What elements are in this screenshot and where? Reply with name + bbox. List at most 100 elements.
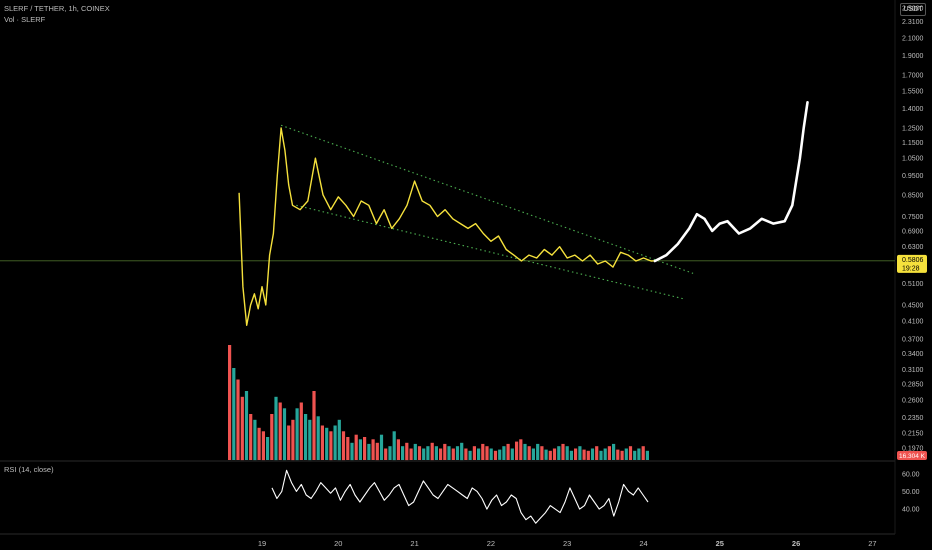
volume-legend[interactable]: Vol · SLERF xyxy=(4,15,46,24)
rsi-legend[interactable]: RSI (14, close) xyxy=(4,465,54,474)
volume-bar xyxy=(299,402,303,460)
price-tick-label: 1.2500 xyxy=(902,126,924,133)
volume-bar xyxy=(346,437,350,460)
volume-bar xyxy=(367,443,371,460)
price-tick-label: 0.9500 xyxy=(902,173,924,180)
volume-bar xyxy=(607,446,611,460)
price-tick-label: 2.1000 xyxy=(902,36,924,43)
volume-bar xyxy=(472,446,476,460)
volume-bar xyxy=(536,443,540,460)
volume-bar xyxy=(612,443,616,460)
volume-value: 16.304 K xyxy=(899,453,926,460)
time-axis-ticks[interactable]: 19 20 21 22 23 24 25 26 27 xyxy=(258,539,877,548)
volume-bar xyxy=(489,448,493,460)
currency-badge[interactable]: USDT xyxy=(900,3,926,16)
volume-bar xyxy=(287,425,291,460)
volume-bar xyxy=(557,446,561,460)
last-price-value: 0.5806 xyxy=(902,257,924,264)
price-tick-label: 1.9000 xyxy=(902,53,924,60)
volume-bar xyxy=(329,431,333,461)
volume-bar xyxy=(624,448,628,460)
volume-bar xyxy=(578,446,582,460)
price-tick-label: 0.4100 xyxy=(902,319,924,326)
volume-bar xyxy=(565,446,569,460)
volume-bar xyxy=(341,431,346,461)
volume-bar xyxy=(228,345,232,460)
time-tick-label: 25 xyxy=(716,539,724,548)
volume-bar xyxy=(645,450,649,460)
time-tick-label: 21 xyxy=(410,539,418,548)
volume-bar xyxy=(506,443,510,460)
volume-bar xyxy=(282,408,287,461)
volume-bar xyxy=(620,450,624,460)
volume-bar xyxy=(337,419,341,461)
time-tick-label: 24 xyxy=(639,539,647,548)
time-tick-label: 19 xyxy=(258,539,266,548)
volume-bar xyxy=(460,442,464,461)
volume-bar xyxy=(510,448,514,460)
volume-bar xyxy=(379,434,384,460)
volume-bar xyxy=(316,416,320,460)
volume-bar xyxy=(232,368,236,460)
time-tick-label: 26 xyxy=(792,539,800,548)
volume-bar xyxy=(308,419,312,461)
price-tick-label: 0.2850 xyxy=(902,382,924,389)
price-axis-ticks[interactable]: 2.5000 2.3100 2.1000 1.9000 1.7000 1.5500 1.40… xyxy=(902,6,924,453)
volume-bar xyxy=(409,448,413,460)
price-tick-label: 2.3100 xyxy=(902,19,924,26)
volume-bar xyxy=(371,439,375,460)
volume-bar xyxy=(447,446,451,460)
volume-bar xyxy=(540,446,544,460)
lower-trendline xyxy=(296,204,686,300)
volume-bar xyxy=(375,442,379,461)
volume-bar xyxy=(641,446,645,460)
volume-bar xyxy=(388,446,392,460)
volume-bar xyxy=(422,448,426,460)
volume-bar xyxy=(291,419,295,461)
volume-bar xyxy=(274,396,278,461)
volume-bar xyxy=(502,446,506,460)
volume-bar xyxy=(320,425,324,460)
volume-bar xyxy=(451,448,455,460)
volume-bar xyxy=(325,427,329,460)
volume-bar xyxy=(358,439,362,460)
volume-bar xyxy=(384,448,388,460)
price-tick-label: 0.6300 xyxy=(902,244,924,251)
rsi-tick-label: 60.00 xyxy=(902,471,920,478)
volume-bar xyxy=(363,437,367,460)
price-tick-label: 1.4000 xyxy=(902,106,924,113)
volume-bar xyxy=(519,439,523,460)
symbol-title[interactable]: SLERF / TETHER, 1h, COINEX xyxy=(4,4,110,13)
price-tick-label: 0.3100 xyxy=(902,367,924,374)
time-tick-label: 27 xyxy=(868,539,876,548)
volume-bar xyxy=(417,446,422,460)
volume-bar xyxy=(574,448,578,460)
volume-bar xyxy=(333,425,337,460)
volume-bar xyxy=(569,450,573,460)
price-tick-label: 0.7500 xyxy=(902,214,924,221)
volume-bar xyxy=(312,391,316,460)
volume-bar xyxy=(515,441,519,460)
price-tick-label: 0.2150 xyxy=(902,430,924,437)
price-tick-label: 2.5000 xyxy=(902,6,924,13)
volume-value-badge xyxy=(897,451,927,460)
rsi-axis-ticks: 60.00 50.00 40.00 xyxy=(902,471,920,513)
time-tick-label: 22 xyxy=(487,539,495,548)
volume-bar xyxy=(261,431,265,461)
volume-bar xyxy=(236,379,240,460)
price-tick-label: 0.8500 xyxy=(902,192,924,199)
price-tick-label: 0.2600 xyxy=(902,397,924,404)
volume-bar xyxy=(628,446,633,460)
volume-bar xyxy=(527,446,531,460)
volume-bar xyxy=(430,442,434,461)
time-tick-label: 20 xyxy=(334,539,342,548)
volume-bar xyxy=(590,448,595,460)
volume-bar xyxy=(468,450,472,460)
rsi-tick-label: 50.00 xyxy=(902,489,920,496)
price-series-line xyxy=(238,127,655,326)
volume-bar xyxy=(413,443,417,460)
volume-bar xyxy=(586,450,590,460)
price-tick-label: 0.4500 xyxy=(902,302,924,309)
volume-bar xyxy=(350,442,354,461)
